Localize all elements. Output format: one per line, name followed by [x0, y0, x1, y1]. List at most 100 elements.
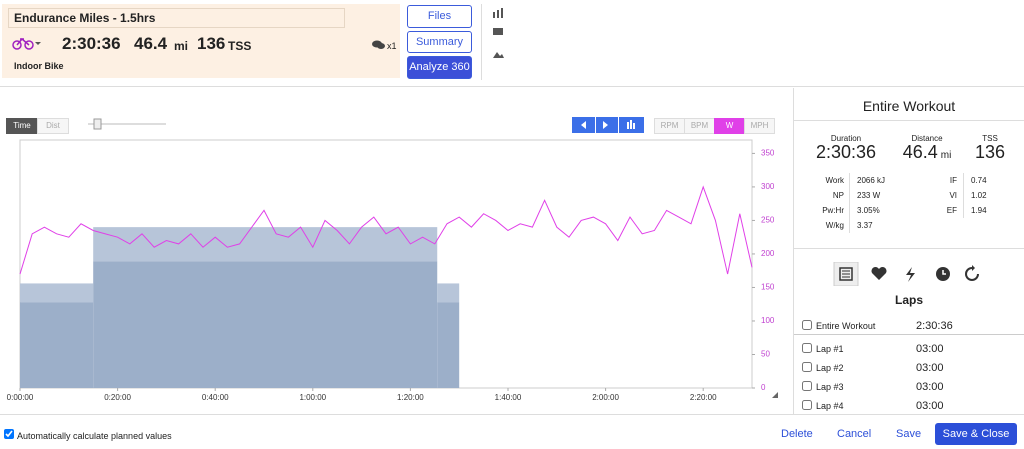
y-tick-label: 250	[761, 216, 775, 225]
lap-name: Lap #4	[816, 401, 844, 411]
y-tick-label: 150	[761, 283, 775, 292]
x-tick-label: 1:40:00	[495, 393, 522, 402]
y-tick-label: 200	[761, 249, 775, 258]
divider	[849, 173, 850, 233]
workout-header	[2, 4, 400, 78]
time-toggle[interactable]: Time	[6, 118, 38, 134]
planned-floor	[437, 302, 460, 388]
sport-label: Indoor Bike	[14, 61, 64, 71]
lap-name: Lap #1	[816, 344, 844, 354]
lap-checkbox[interactable]	[802, 381, 812, 391]
lap-checkbox[interactable]	[802, 400, 812, 410]
divider	[793, 88, 794, 415]
lap-name: Entire Workout	[816, 321, 876, 331]
auto-calc-checkbox[interactable]	[4, 429, 14, 439]
y-tick-label: 100	[761, 316, 775, 325]
lap-name: Lap #2	[816, 363, 844, 373]
analyze-button[interactable]: Analyze 360	[407, 56, 472, 79]
metric-unit: mi	[940, 150, 952, 161]
lap-row[interactable]: Entire Workout 2:30:36	[802, 320, 1022, 338]
save-button[interactable]: Save	[896, 428, 922, 440]
summary-title: Entire Workout	[862, 98, 956, 114]
x-tick-label: 0:00:00	[7, 393, 34, 402]
stat-value: 3.37	[857, 221, 873, 230]
metric-label: TSS	[982, 134, 998, 143]
auto-calc-label: Automatically calculate planned values	[17, 431, 172, 441]
nav-buttons[interactable]	[572, 117, 644, 133]
duration: 2:30:36	[62, 34, 121, 53]
x-tick-label: 0:20:00	[104, 393, 131, 402]
power-chart: 0 50 100 150 200 250 300 350 0:00:00 0:20:00 0:40:…	[7, 139, 778, 402]
files-button[interactable]: Files	[407, 5, 472, 28]
planned-range	[20, 283, 94, 303]
power-line	[19, 185, 753, 275]
x-tick-label: 0:40:00	[202, 393, 229, 402]
unit-toggle[interactable]: BPM	[684, 118, 715, 134]
comment-count: x1	[387, 41, 397, 51]
divider	[963, 173, 964, 218]
lap-checkbox[interactable]	[802, 343, 812, 353]
stat-label: EF	[946, 206, 957, 215]
divider	[0, 86, 1024, 87]
divider	[794, 120, 1024, 121]
lap-time: 03:00	[916, 362, 944, 374]
stat-value: 3.05%	[857, 206, 880, 215]
metric-number: 136	[974, 142, 1006, 162]
lap-row[interactable]: Lap #2 03:00	[802, 362, 1022, 380]
comment-icon[interactable]	[372, 40, 386, 50]
lap-name: Lap #3	[816, 382, 844, 392]
distance: 46.4	[134, 34, 168, 53]
dist-toggle[interactable]: Dist	[37, 118, 69, 134]
x-tick-label: 2:00:00	[592, 393, 619, 402]
lap-time: 2:30:36	[916, 320, 953, 332]
divider	[794, 248, 1024, 249]
save-close-button[interactable]: Save & Close	[935, 423, 1017, 445]
planned-range	[93, 227, 438, 262]
y-tick-label: 50	[761, 350, 770, 359]
metric-value: 136	[940, 142, 1024, 163]
lap-row[interactable]: Lap #4 03:00	[802, 400, 1022, 418]
title-input[interactable]: Endurance Miles - 1.5hrs	[8, 8, 345, 28]
laps-title: Laps	[894, 293, 923, 307]
stat-label: Pw:Hr	[822, 206, 844, 215]
stat-label: NP	[832, 191, 844, 200]
stat-value: 2066 kJ	[857, 176, 886, 185]
metric-value: 46.4 mi	[877, 142, 977, 163]
stat-label: W/kg	[825, 221, 844, 230]
lap-row[interactable]: Lap #3 03:00	[802, 381, 1022, 399]
y-tick-label: 350	[761, 149, 775, 158]
lap-row[interactable]: Lap #1 03:00	[802, 343, 1022, 361]
stat-value: 233 W	[857, 191, 881, 200]
x-tick-label: 1:00:00	[299, 393, 326, 402]
planned-range	[437, 283, 460, 303]
stat-value: 1.02	[971, 191, 987, 200]
unit-toggle[interactable]: RPM	[654, 118, 685, 134]
lap-checkbox[interactable]	[802, 320, 812, 330]
divider	[794, 334, 1024, 335]
stat-value: 1.94	[971, 206, 987, 215]
delete-button[interactable]: Delete	[781, 428, 813, 440]
lap-tabs[interactable]	[832, 262, 992, 286]
unit-toggle[interactable]: W	[714, 118, 745, 134]
tss-unit: TSS	[228, 39, 252, 53]
metric-number: 2:30:36	[815, 142, 877, 162]
x-tick-label: 1:20:00	[397, 393, 424, 402]
lap-time: 03:00	[916, 381, 944, 393]
unit-toggle[interactable]: MPH	[744, 118, 775, 134]
zoom-slider[interactable]	[86, 117, 168, 131]
metric-value: 2:30:36	[796, 142, 896, 163]
sport-icon[interactable]	[12, 36, 42, 50]
stat-label: Work	[825, 176, 844, 185]
side-icons[interactable]	[490, 8, 506, 63]
y-tick-label: 0	[761, 383, 766, 392]
y-tick-label: 300	[761, 182, 775, 191]
divider	[0, 414, 1024, 415]
metric-number: 46.4	[902, 142, 938, 162]
lap-checkbox[interactable]	[802, 362, 812, 372]
planned-floor	[20, 302, 94, 388]
stat-label: VI	[949, 191, 957, 200]
cancel-button[interactable]: Cancel	[837, 428, 872, 440]
divider	[481, 4, 482, 80]
summary-button[interactable]: Summary	[407, 31, 472, 53]
